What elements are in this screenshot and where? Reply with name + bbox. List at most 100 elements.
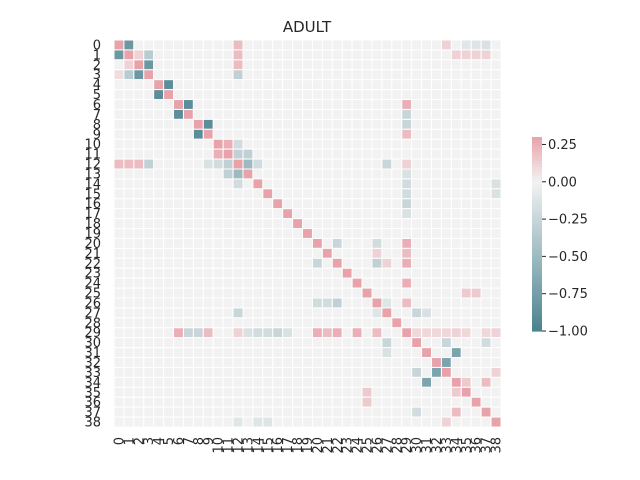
heatmap-cell-19-14 (252, 228, 264, 239)
heatmap-cell-24-7 (182, 277, 194, 289)
heatmap-cell-37-2 (133, 406, 145, 418)
heatmap-cell-1-18 (292, 49, 304, 61)
heatmap-cell-20-32 (431, 237, 442, 249)
heatmap-cell-7-2 (133, 108, 145, 120)
heatmap-cell-16-36 (470, 198, 482, 210)
colorbar-segment (532, 214, 542, 219)
heatmap-cell-19-6 (173, 228, 184, 239)
heatmap-cell-0-31 (421, 39, 433, 51)
heatmap-cell-24-34 (450, 277, 462, 289)
heatmap-cell-28-36 (470, 317, 482, 329)
colorbar-segment (532, 145, 542, 150)
heatmap-cell-20-29 (401, 237, 413, 249)
heatmap-cell-31-23 (341, 347, 353, 359)
heatmap-cell-34-25 (361, 376, 373, 388)
heatmap-cell-20-12 (232, 237, 244, 249)
heatmap-cell-26-37 (480, 297, 492, 309)
heatmap-cell-16-22 (331, 198, 343, 210)
heatmap-cell-12-27 (381, 158, 393, 170)
heatmap-cell-8-34 (450, 118, 462, 130)
row-label-0: 0 (93, 38, 101, 53)
heatmap-cell-19-5 (163, 228, 175, 239)
column-label-37: 37 (480, 437, 495, 454)
heatmap-cell-16-31 (421, 198, 433, 210)
heatmap-cell-3-21 (321, 69, 333, 81)
heatmap-cell-13-13 (242, 168, 254, 180)
heatmap-cell-16-17 (282, 198, 294, 210)
heatmap-cell-35-2 (133, 386, 145, 398)
heatmap-cell-38-17 (282, 416, 294, 428)
heatmap-cell-12-1 (123, 158, 135, 170)
heatmap-cell-7-28 (391, 108, 403, 120)
heatmap-cell-23-17 (282, 267, 294, 279)
heatmap-cell-11-37 (480, 148, 492, 160)
heatmap-cell-10-26 (371, 138, 383, 150)
heatmap-cell-34-26 (371, 376, 383, 388)
heatmap-cell-22-29 (401, 257, 413, 269)
heatmap-cell-16-28 (391, 198, 403, 210)
heatmap-cell-0-26 (371, 39, 383, 51)
heatmap-cell-1-21 (321, 49, 333, 61)
heatmap-cell-16-5 (163, 198, 175, 210)
heatmap-cell-30-28 (391, 337, 403, 349)
heatmap-cell-4-6 (173, 79, 184, 91)
heatmap-cell-28-9 (202, 317, 214, 329)
column-label-8: 8 (192, 437, 207, 445)
heatmap-cell-29-17 (282, 327, 294, 339)
heatmap-cell-1-32 (431, 49, 442, 61)
heatmap-cell-6-33 (440, 99, 452, 110)
heatmap-cell-33-0 (113, 366, 125, 378)
heatmap-cell-5-32 (431, 89, 442, 101)
heatmap-cell-3-28 (391, 69, 403, 81)
colorbar-segment (532, 310, 542, 314)
heatmap-cell-8-26 (371, 118, 383, 130)
heatmap-cell-12-15 (262, 158, 274, 170)
heatmap-cell-11-6 (173, 148, 184, 160)
colorbar-segment (532, 238, 542, 243)
heatmap-cell-22-21 (321, 257, 333, 269)
heatmap-cell-30-21 (321, 337, 333, 349)
heatmap-cell-2-7 (182, 59, 194, 71)
heatmap-cell-2-9 (202, 59, 214, 71)
heatmap-cell-20-0 (113, 237, 125, 249)
heatmap-cell-24-9 (202, 277, 214, 289)
heatmap-cell-12-6 (173, 158, 184, 170)
heatmap-cell-15-0 (113, 188, 125, 200)
heatmap-cell-11-23 (341, 148, 353, 160)
heatmap-cell-21-9 (202, 247, 214, 259)
heatmap-cell-27-30 (411, 307, 423, 319)
heatmap-cell-30-32 (431, 337, 442, 349)
heatmap-cell-8-35 (460, 118, 472, 130)
heatmap-cell-15-16 (272, 188, 284, 200)
heatmap-cell-23-0 (113, 267, 125, 279)
heatmap-cell-11-28 (391, 148, 403, 160)
heatmap-cell-19-26 (371, 228, 383, 239)
heatmap-cell-35-35 (460, 386, 472, 398)
heatmap-cell-8-24 (351, 118, 363, 130)
heatmap-cell-25-3 (143, 287, 155, 299)
heatmap-cell-35-9 (202, 386, 214, 398)
colorbar-segment (532, 208, 542, 213)
heatmap-cell-32-36 (470, 357, 482, 368)
heatmap-cell-28-25 (361, 317, 373, 329)
heatmap-cell-26-7 (182, 297, 194, 309)
heatmap-cell-0-25 (361, 39, 373, 51)
heatmap-cell-9-24 (351, 128, 363, 140)
heatmap-cell-21-2 (133, 247, 145, 259)
heatmap-cell-20-33 (440, 237, 452, 249)
chart-title: ADULT (283, 18, 332, 36)
heatmap-cell-5-11 (222, 89, 234, 101)
heatmap-cell-11-13 (242, 148, 254, 160)
heatmap-cell-27-15 (262, 307, 274, 319)
heatmap-cell-31-15 (262, 347, 274, 359)
heatmap-cell-31-7 (182, 347, 194, 359)
heatmap-cell-22-2 (133, 257, 145, 269)
heatmap-cell-21-14 (252, 247, 264, 259)
column-label-27: 27 (380, 437, 395, 454)
heatmap-cell-32-34 (450, 357, 462, 368)
heatmap-cell-16-1 (123, 198, 135, 210)
heatmap-cell-16-6 (173, 198, 184, 210)
heatmap-cell-15-17 (282, 188, 294, 200)
heatmap-cell-5-28 (391, 89, 403, 101)
heatmap-cell-26-27 (381, 297, 393, 309)
